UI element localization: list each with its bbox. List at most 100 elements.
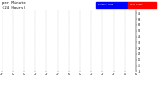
Point — [79, 26, 82, 27]
Point — [23, 53, 25, 54]
Point — [9, 49, 11, 50]
Point — [120, 45, 123, 46]
Point — [3, 48, 5, 49]
Point — [120, 44, 122, 45]
Point — [98, 30, 101, 31]
Point — [132, 46, 135, 48]
Point — [30, 55, 33, 57]
Point — [95, 27, 98, 29]
Point — [79, 26, 81, 28]
Point — [83, 23, 86, 25]
Point — [131, 46, 134, 47]
Point — [75, 30, 78, 32]
Point — [81, 23, 84, 25]
Point — [119, 43, 122, 45]
Point — [120, 44, 123, 45]
Point — [52, 45, 54, 46]
Point — [75, 28, 77, 29]
Point — [111, 39, 114, 41]
Point — [21, 54, 23, 55]
Point — [35, 57, 37, 58]
Point — [28, 54, 31, 55]
Point — [22, 54, 24, 55]
Point — [11, 51, 14, 52]
Point — [75, 30, 78, 31]
Point — [38, 57, 41, 59]
Point — [103, 32, 105, 33]
Point — [88, 23, 91, 25]
Point — [9, 49, 12, 50]
Point — [3, 48, 5, 50]
Point — [66, 33, 69, 35]
Point — [124, 44, 126, 46]
Point — [93, 26, 95, 28]
Point — [83, 25, 86, 27]
Point — [47, 50, 49, 51]
Point — [116, 42, 119, 43]
Point — [15, 52, 18, 53]
Point — [105, 31, 107, 32]
Point — [89, 28, 92, 29]
Point — [8, 49, 11, 50]
Point — [92, 26, 95, 28]
Point — [63, 36, 66, 37]
Point — [29, 54, 32, 56]
Point — [1, 47, 4, 48]
Point — [95, 26, 97, 27]
Point — [3, 49, 5, 50]
Point — [59, 40, 61, 42]
Point — [96, 27, 98, 28]
Point — [129, 46, 132, 48]
Point — [14, 51, 17, 52]
Point — [124, 45, 127, 46]
Point — [76, 29, 78, 30]
Point — [73, 30, 76, 32]
Point — [14, 50, 17, 52]
Point — [8, 48, 11, 50]
Point — [18, 52, 21, 53]
Point — [115, 42, 118, 43]
Point — [112, 39, 115, 41]
Point — [89, 26, 91, 27]
Point — [9, 50, 12, 52]
Point — [72, 32, 74, 33]
Point — [96, 28, 98, 29]
Point — [78, 26, 81, 27]
Point — [76, 27, 78, 29]
Point — [56, 41, 59, 42]
Point — [113, 40, 116, 42]
Point — [40, 56, 43, 58]
Point — [72, 32, 75, 33]
Point — [93, 25, 95, 26]
Point — [64, 36, 67, 37]
Point — [105, 32, 107, 33]
Point — [99, 29, 102, 30]
Point — [85, 24, 88, 26]
Point — [12, 51, 14, 52]
Point — [115, 40, 117, 41]
Point — [122, 44, 125, 45]
Point — [36, 56, 38, 58]
Point — [14, 51, 16, 52]
Point — [10, 50, 13, 51]
Point — [126, 46, 129, 47]
Point — [86, 24, 88, 25]
Point — [91, 27, 94, 28]
Point — [129, 46, 132, 47]
Point — [82, 24, 85, 26]
Point — [54, 42, 57, 43]
Point — [40, 55, 43, 56]
Point — [63, 36, 66, 37]
Point — [86, 22, 88, 23]
Point — [59, 40, 62, 42]
Point — [2, 48, 5, 49]
Point — [96, 29, 99, 30]
Point — [82, 24, 85, 25]
Point — [45, 53, 48, 54]
Point — [39, 57, 42, 58]
Point — [42, 54, 45, 55]
Point — [98, 29, 100, 30]
Point — [1, 48, 4, 50]
Point — [92, 26, 94, 27]
Point — [76, 27, 78, 28]
